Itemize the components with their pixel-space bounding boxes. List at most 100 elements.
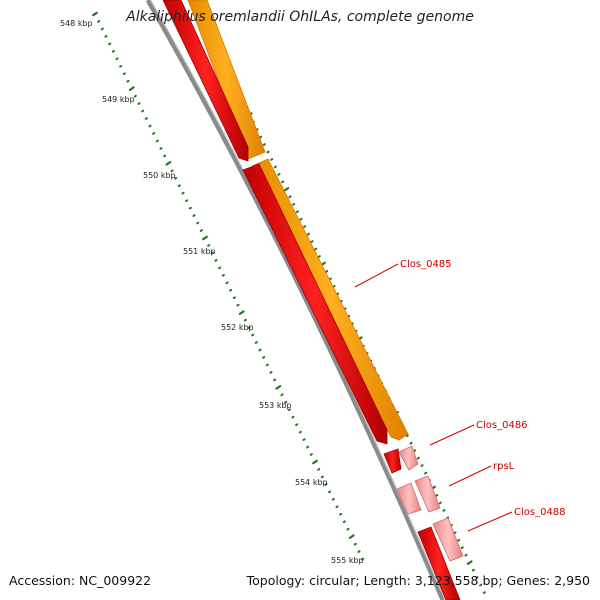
ruler-minor-tick <box>262 356 266 359</box>
ruler-minor-tick <box>97 20 101 23</box>
ruler-minor-tick <box>317 255 321 258</box>
ruler-minor-tick <box>438 501 442 505</box>
cds-pink-clos-0488[interactable] <box>432 517 464 562</box>
ruler-minor-tick <box>342 520 346 524</box>
gene-label-rpsl[interactable]: rpsL <box>493 461 515 472</box>
ruler-minor-tick <box>471 568 475 572</box>
cds-track-orange <box>187 0 409 441</box>
cds-track-red <box>162 0 461 600</box>
ruler-minor-tick <box>306 232 310 236</box>
cds-pink-clos-0486[interactable] <box>398 445 419 471</box>
gene-label-clos-0486[interactable]: Clos_0486 <box>476 420 528 431</box>
ruler-minor-tick <box>295 423 299 427</box>
ruler-minor-tick <box>273 378 277 382</box>
cds-red-clos-0488[interactable] <box>417 526 461 600</box>
ruler-minor-tick <box>119 64 123 68</box>
tick-label: 550 kbp <box>143 171 176 180</box>
ruler-minor-tick <box>247 326 251 329</box>
ruler-minor-tick <box>259 135 263 139</box>
ruler-minor-tick <box>331 497 335 501</box>
ruler-minor-tick <box>413 449 417 453</box>
ruler-minor-tick <box>280 393 284 397</box>
ruler-minor-tick <box>361 557 365 561</box>
ruler-minor-tick <box>314 247 318 251</box>
leader-line-clos-0488 <box>467 511 513 532</box>
ruler-minor-tick <box>115 57 119 61</box>
ruler-minor-tick <box>207 244 211 247</box>
ruler-minor-tick <box>254 341 258 344</box>
ruler-minor-tick <box>292 202 296 206</box>
tick-label: 555 kbp <box>331 556 364 565</box>
ruler-minor-tick <box>302 438 306 441</box>
ruler-minor-tick <box>357 550 361 553</box>
ruler-minor-tick <box>291 415 295 419</box>
genome-summary-text: Topology: circular; Length: 3,123,558 bp… <box>246 573 590 588</box>
ruler-labels: 548 kbp 549 kbp 550 kbp 551 kbp 552 kbp … <box>60 19 364 565</box>
ruler-minor-tick <box>324 483 328 486</box>
cds-pink-rpsl[interactable] <box>396 482 422 515</box>
ruler-minor-tick <box>258 348 262 352</box>
ruler-minor-tick <box>243 318 247 322</box>
ruler-minor-tick <box>188 206 192 210</box>
ruler-minor-tick <box>317 468 321 471</box>
ruler-minor-tick <box>137 102 141 105</box>
ruler-minor-tick <box>273 165 277 169</box>
ruler-minor-tick <box>288 195 292 199</box>
ruler-minor-tick <box>133 94 137 98</box>
ruler-minor-tick <box>475 576 479 579</box>
ruler-minor-tick <box>270 158 274 161</box>
ruler-minor-tick <box>416 456 420 460</box>
tick-label: 554 kbp <box>295 478 328 487</box>
ruler-minor-tick <box>320 475 324 479</box>
ruler-minor-tick <box>335 505 339 509</box>
accession-text: Accession: NC_009922 <box>9 573 152 588</box>
genome-backbone-highlight <box>149 0 446 600</box>
gene-label-clos-0485[interactable]: Clos_0485 <box>400 259 452 270</box>
ruler-major-tick <box>348 534 355 539</box>
genome-backbone <box>145 0 446 600</box>
ruler-minor-tick <box>196 221 200 225</box>
ruler-minor-tick <box>405 434 409 438</box>
cds-red-clos-0485[interactable] <box>242 163 388 445</box>
cds-track-pink <box>396 445 464 562</box>
ruler-minor-tick <box>281 180 285 184</box>
cds-red-clos-0486[interactable] <box>383 448 402 474</box>
ruler-minor-tick <box>284 400 288 404</box>
ruler-minor-tick <box>453 531 457 535</box>
ruler-minor-tick <box>442 509 446 512</box>
ruler-minor-tick <box>435 494 439 497</box>
ruler-minor-tick <box>328 490 332 494</box>
ruler-minor-tick <box>262 143 266 146</box>
ruler-minor-tick <box>295 210 299 214</box>
ruler-minor-tick <box>174 176 178 180</box>
ruler-minor-tick <box>199 229 203 232</box>
ruler-minor-tick <box>229 288 233 292</box>
ruler-minor-tick <box>144 117 148 120</box>
gene-label-clos-0488[interactable]: Clos_0488 <box>514 507 566 518</box>
ruler-minor-tick <box>339 512 343 516</box>
ruler-minor-tick <box>309 453 313 456</box>
ruler-minor-tick <box>424 471 428 475</box>
cds-red-upper[interactable] <box>162 0 249 162</box>
ruler-minor-tick <box>298 430 302 434</box>
ruler-minor-tick <box>287 408 291 412</box>
leader-line-clos-0486 <box>429 424 475 446</box>
ruler-minor-tick <box>266 150 270 154</box>
ruler-minor-tick <box>122 72 126 76</box>
map-title: Alkaliphilus oremlandii OhILAs, complete… <box>126 9 474 25</box>
cds-pink-rpsl-outer[interactable] <box>414 475 441 513</box>
ruler-major-tick <box>283 187 290 192</box>
ruler-minor-tick <box>409 441 413 445</box>
ruler-minor-tick <box>221 273 225 277</box>
ruler-minor-tick <box>152 132 156 135</box>
ruler-minor-tick <box>277 173 281 176</box>
ruler-major-tick <box>92 11 98 17</box>
ruler-minor-tick <box>336 292 340 296</box>
ruler-minor-tick <box>192 214 196 217</box>
ruler-minor-tick <box>159 147 163 150</box>
ruler-minor-tick <box>420 464 424 467</box>
ruler-minor-tick <box>460 546 464 550</box>
ruler-minor-tick <box>225 281 229 285</box>
ruler-minor-tick <box>108 42 112 46</box>
